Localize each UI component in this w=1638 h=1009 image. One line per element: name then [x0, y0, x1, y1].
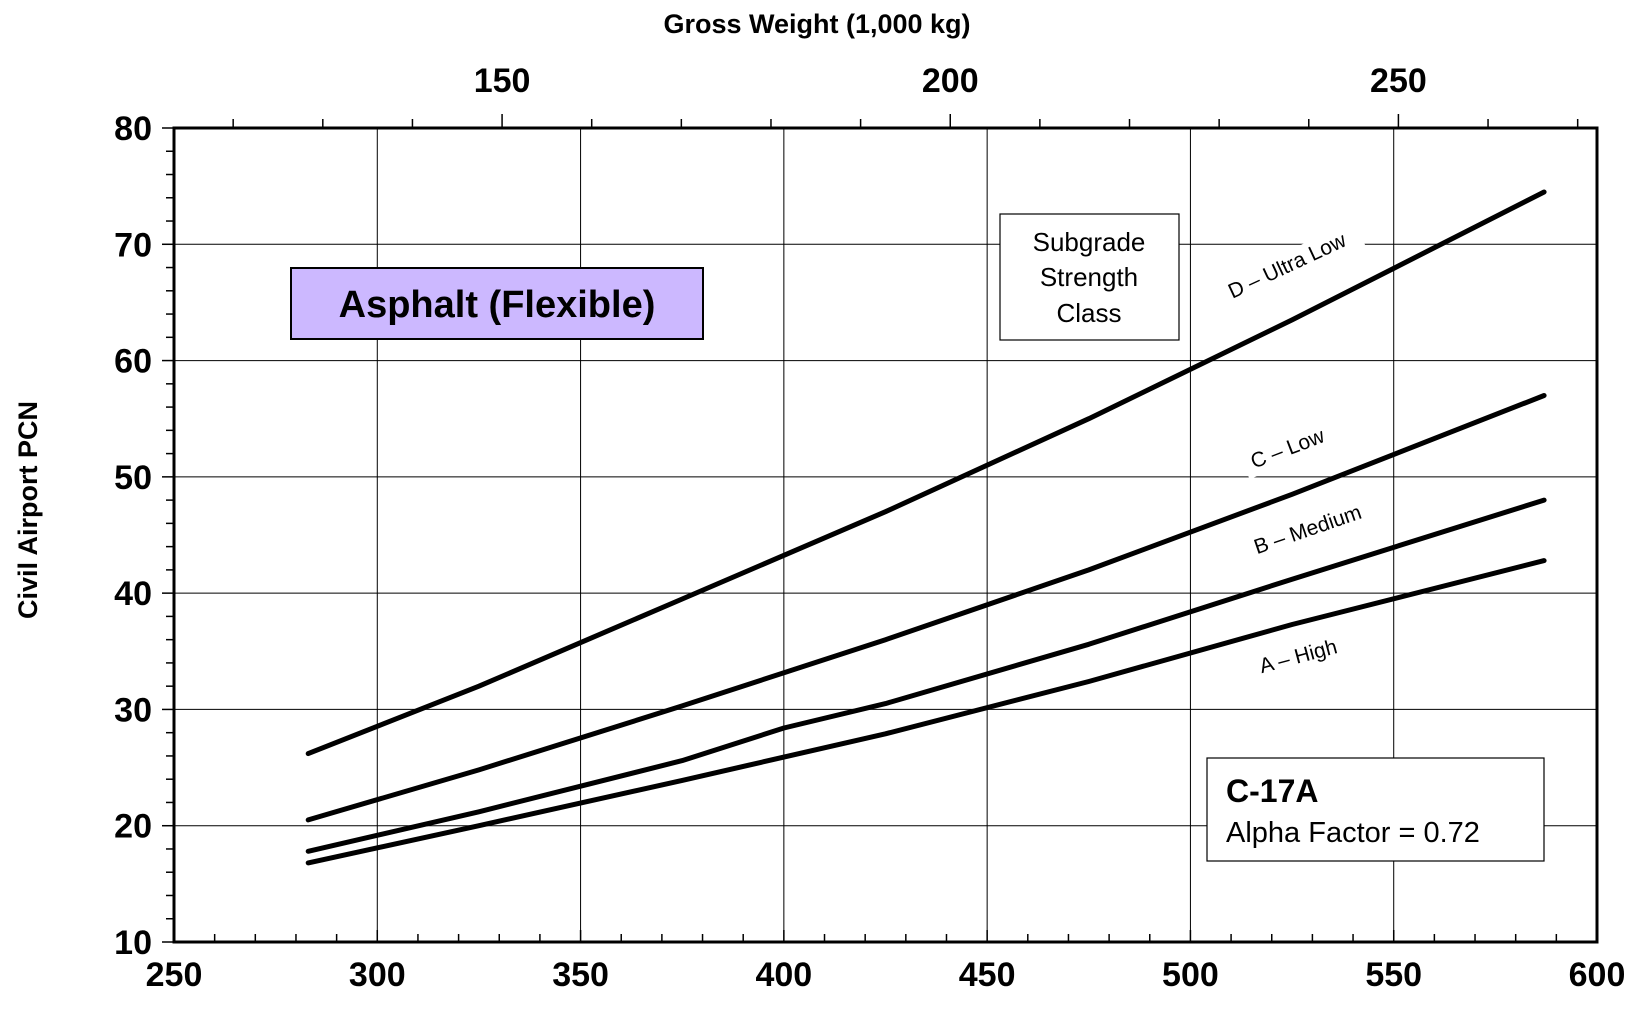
y-tick-label: 20	[114, 808, 152, 846]
top-axis-title: Gross Weight (1,000 kg)	[663, 9, 970, 39]
surface-type-label: Asphalt (Flexible)	[339, 284, 656, 326]
legend-title-line-1: Subgrade	[1033, 227, 1146, 257]
legend-title-line-3: Class	[1056, 298, 1121, 328]
surface-type-box-bg	[290, 267, 704, 340]
curve-label-group: A – High	[1244, 630, 1353, 685]
curve-label-bg	[1244, 630, 1353, 685]
x-tick-label: 250	[146, 956, 203, 994]
y-tick-label: 40	[114, 575, 152, 613]
x-tick-label: 500	[1162, 956, 1219, 994]
y-tick-label: 50	[114, 459, 152, 497]
y-tick-label: 80	[114, 110, 152, 148]
top-tick-label: 150	[474, 62, 531, 100]
x-tick-label: 600	[1569, 956, 1626, 994]
series-line	[305, 558, 1547, 866]
curve-label-group: C – Low	[1239, 419, 1337, 480]
series-layer	[305, 189, 1547, 866]
x-tick-label: 450	[959, 956, 1016, 994]
y-tick-label: 10	[114, 924, 152, 962]
legend-title-box: Subgrade Strength Class	[999, 213, 1180, 341]
aircraft-name: C-17A	[1226, 773, 1318, 809]
y-tick-label: 70	[114, 226, 152, 264]
top-tick-label: 200	[922, 62, 979, 100]
curve-label-bg	[1239, 419, 1337, 480]
y-tick-labels: 10 20 30 40 50 60 70 80	[114, 110, 152, 962]
x-tick-label: 300	[349, 956, 406, 994]
y-tick-label: 30	[114, 691, 152, 729]
y-axis-title: Civil Airport PCN	[13, 401, 43, 619]
curve-label-group: D – Ultra Low	[1209, 220, 1366, 313]
series-line	[305, 393, 1547, 823]
curve-label-bg	[1209, 220, 1366, 313]
surface-type-box: Asphalt (Flexible)	[290, 267, 704, 340]
curve-label-bg	[1243, 496, 1373, 565]
legend-title-line-2: Strength	[1040, 262, 1138, 292]
x-tick-labels: 250 300 350 400 450 500 550 600	[146, 956, 1626, 994]
legend-title-box-bg	[999, 213, 1180, 341]
plot-frame	[172, 126, 1599, 944]
x-tick-label: 400	[755, 956, 812, 994]
series-line	[305, 497, 1547, 854]
x-tick-label: 550	[1365, 956, 1422, 994]
top-axis-tick-labels: 150 200 250	[474, 62, 1427, 100]
x-tick-label: 350	[552, 956, 609, 994]
series-line	[305, 189, 1547, 757]
aircraft-info-box: C-17A Alpha Factor = 0.72	[1206, 757, 1545, 862]
aircraft-info-box-bg	[1206, 757, 1545, 862]
curve-label: C – Low	[1248, 424, 1329, 473]
curve-label: D – Ultra Low	[1225, 228, 1351, 303]
top-tick-label: 250	[1370, 62, 1427, 100]
alpha-factor: Alpha Factor = 0.72	[1226, 817, 1480, 849]
y-tick-label: 60	[114, 343, 152, 381]
